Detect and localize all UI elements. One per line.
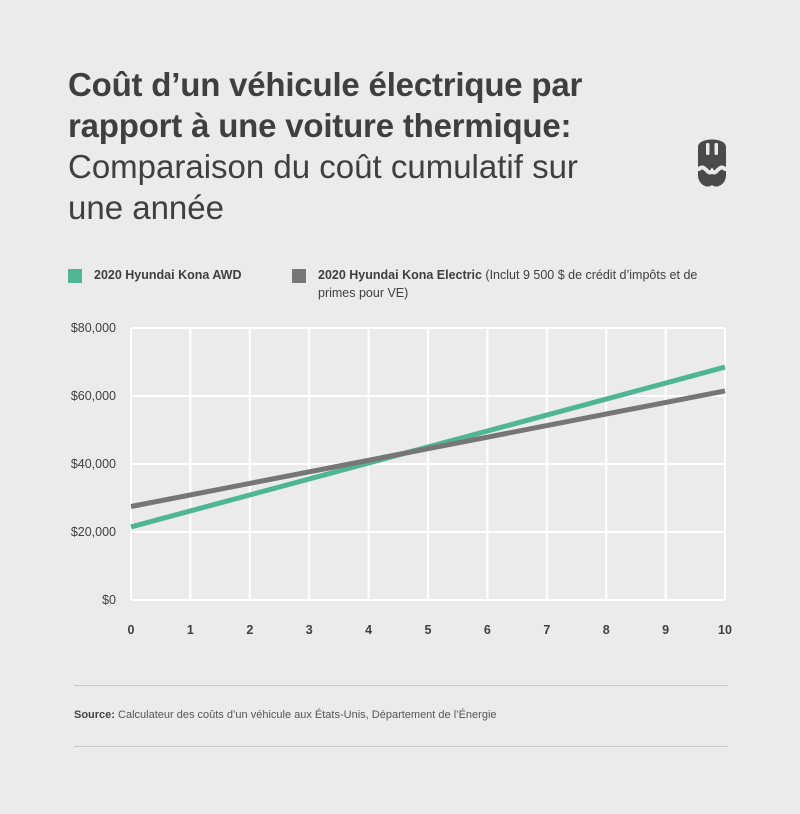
y-tick-label: $0 bbox=[102, 593, 116, 607]
series-line-2 bbox=[130, 388, 726, 509]
subtitle-line-1: Comparaison du coût cumulatif sur bbox=[68, 148, 578, 185]
plug-icon bbox=[697, 139, 727, 187]
y-tick-label: $40,000 bbox=[71, 457, 116, 471]
legend-label-series1: 2020 Hyundai Kona AWD bbox=[94, 268, 242, 282]
x-tick-label: 0 bbox=[128, 623, 135, 637]
x-tick-label: 10 bbox=[718, 623, 732, 637]
x-tick-label: 8 bbox=[603, 623, 610, 637]
source-note: Source: Calculateur des coûts d’un véhic… bbox=[74, 709, 497, 721]
legend-swatch-series1 bbox=[68, 269, 82, 283]
y-tick-label: $60,000 bbox=[71, 389, 116, 403]
x-tick-label: 3 bbox=[306, 623, 313, 637]
legend-text-series2: 2020 Hyundai Kona Electric (Inclut 9 500… bbox=[318, 266, 712, 302]
x-tick-label: 9 bbox=[662, 623, 669, 637]
title-line-1: Coût d’un véhicule électrique par bbox=[68, 66, 583, 103]
subtitle-line-2: une année bbox=[68, 189, 224, 226]
divider-top bbox=[74, 685, 728, 686]
source-label: Source: bbox=[74, 709, 115, 721]
x-tick-label: 1 bbox=[187, 623, 194, 637]
line-chart: $0 $20,000 $40,000 $60,000 $80,000 0 1 2 3 4 5 6 7 8 9… bbox=[71, 321, 732, 637]
x-tick-label: 7 bbox=[543, 623, 550, 637]
y-tick-label: $20,000 bbox=[71, 525, 116, 539]
divider-bottom bbox=[74, 746, 728, 747]
x-tick-label: 5 bbox=[425, 623, 432, 637]
x-tick-label: 2 bbox=[246, 623, 253, 637]
y-tick-label: $80,000 bbox=[71, 321, 116, 335]
title-block: Coût d’un véhicule électrique par rappor… bbox=[68, 64, 668, 228]
legend-item-series2: 2020 Hyundai Kona Electric (Inclut 9 500… bbox=[292, 266, 712, 302]
source-text: Calculateur des coûts d’un véhicule aux … bbox=[114, 709, 497, 721]
legend-note-series2: (Inclut 9 500 $ de crédit d’impôts et de… bbox=[318, 268, 698, 300]
legend-label-series2: 2020 Hyundai Kona Electric bbox=[318, 268, 482, 282]
legend-swatch-series2 bbox=[292, 269, 306, 283]
x-tick-label: 4 bbox=[365, 623, 372, 637]
title-line-2: rapport à une voiture thermique: bbox=[68, 107, 572, 144]
x-tick-label: 6 bbox=[484, 623, 491, 637]
legend-item-series1: 2020 Hyundai Kona AWD bbox=[68, 266, 242, 284]
